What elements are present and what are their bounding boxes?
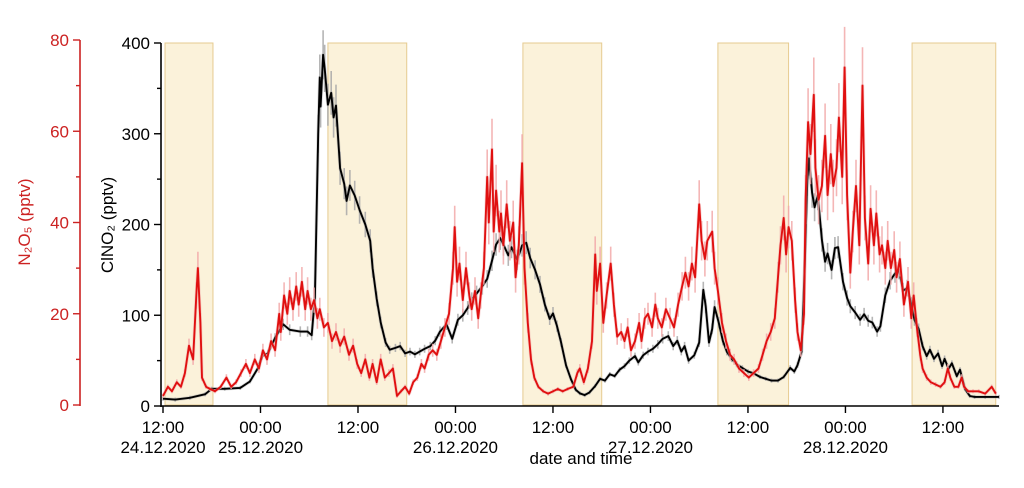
- y-axis-title-clno2: ClNO₂ (pptv): [98, 177, 117, 273]
- clno2-tick-label: 300: [122, 125, 150, 144]
- clno2-line: [162, 53, 999, 401]
- n2o5-tick-label: 80: [50, 31, 69, 50]
- x-tick-date-label: 24.12.2020: [120, 438, 205, 457]
- x-tick-time-label: 12:00: [337, 418, 380, 437]
- x-tick-time-label: 00:00: [824, 418, 867, 437]
- daytime-band: [911, 42, 997, 406]
- clno2-tick-label: 400: [122, 34, 150, 53]
- clno2-tick-label: 200: [122, 216, 150, 235]
- x-tick-time-label: 12:00: [727, 418, 770, 437]
- x-axis-title: date and time: [529, 449, 632, 468]
- axes-layer: 010020030040002040608012:0024.12.202000:…: [50, 31, 999, 457]
- x-tick-time-label: 12:00: [922, 418, 965, 437]
- n2o5-tick-label: 20: [50, 305, 69, 324]
- daytime-band: [717, 42, 790, 406]
- x-tick-time-label: 12:00: [532, 418, 575, 437]
- y-axis-title-n2o5: N₂O₅ (pptv): [15, 178, 34, 265]
- x-tick-time-label: 12:00: [142, 418, 185, 437]
- n2o5-line: [162, 66, 997, 397]
- x-tick-time-label: 00:00: [629, 418, 672, 437]
- clno2-tick-label: 0: [141, 397, 150, 416]
- x-tick-date-label: 27.12.2020: [608, 438, 693, 457]
- n2o5-tick-label: 0: [60, 396, 69, 415]
- x-tick-date-label: 25.12.2020: [218, 438, 303, 457]
- x-tick-time-label: 00:00: [434, 418, 477, 437]
- x-tick-date-label: 26.12.2020: [413, 438, 498, 457]
- n2o5-tick-label: 60: [50, 122, 69, 141]
- n2o5-tick-label: 40: [50, 214, 69, 233]
- series-layer: [161, 26, 1000, 402]
- clno2-tick-label: 100: [122, 306, 150, 325]
- x-tick-time-label: 00:00: [239, 418, 282, 437]
- x-tick-date-label: 28.12.2020: [803, 438, 888, 457]
- daytime-band: [522, 42, 603, 406]
